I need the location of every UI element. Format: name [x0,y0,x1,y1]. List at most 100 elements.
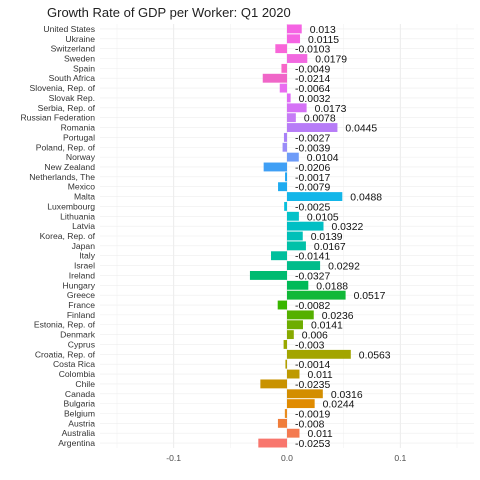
bar-31 [287,330,294,340]
category-label-32: Cyprus [68,339,95,349]
value-label-1: 0.0115 [308,35,339,46]
bar-1 [287,34,301,44]
bar-15 [285,172,287,182]
value-label-15: -0.0017 [295,173,330,184]
value-label-38: 0.0244 [323,400,355,411]
category-label-25: Ireland [69,270,95,280]
bar-42 [258,438,287,448]
value-label-10: 0.0445 [345,124,377,135]
value-label-23: -0.0141 [295,252,330,263]
category-label-15: Netherlands, The [29,172,95,182]
bar-14 [263,162,287,172]
category-label-22: Japan [72,241,96,251]
bar-24 [287,261,321,271]
category-label-3: Sweden [64,54,95,64]
chart-title: Growth Rate of GDP per Worker: Q1 2020 [47,5,291,20]
category-label-17: Malta [74,192,95,202]
category-label-37: Canada [65,389,95,399]
category-label-14: New Zealand [44,162,95,172]
category-label-39: Belgium [64,408,95,418]
category-label-13: Norway [66,152,96,162]
x-tick-labels: -0.1 0.0 0.1 [166,453,406,463]
category-label-36: Chile [75,379,95,389]
value-label-21: 0.0139 [311,232,343,243]
category-label-38: Bulgaria [63,399,95,409]
category-label-5: South Africa [49,73,96,83]
category-label-4: Spain [73,63,95,73]
category-label-12: Poland, Rep. of [36,142,96,152]
value-label-36: -0.0235 [295,380,330,391]
category-label-34: Costa Rica [53,359,95,369]
x-tick-label-2: 0.1 [394,453,406,463]
bar-6 [279,83,287,93]
bar-26 [287,280,309,290]
value-label-5: -0.0214 [295,74,330,85]
bar-40 [277,418,287,428]
value-label-7: 0.0032 [299,94,331,105]
value-label-39: -0.0019 [295,409,330,420]
value-label-14: -0.0206 [295,163,330,174]
value-label-16: -0.0079 [295,183,330,194]
bar-21 [287,231,303,241]
bar-41 [287,428,300,438]
bar-29 [287,310,314,320]
bar-18 [284,201,287,211]
category-label-31: Denmark [60,330,96,340]
category-label-7: Slovak Rep. [49,93,95,103]
x-tick-label-0: -0.1 [166,453,181,463]
category-label-8: Serbia, Rep. of [38,103,96,113]
category-label-28: France [68,300,95,310]
bar-39 [284,409,287,418]
bar-8 [287,103,307,113]
bar-11 [283,132,287,142]
value-label-8: 0.0173 [315,104,347,115]
category-label-26: Hungary [63,280,96,290]
bar-7 [287,93,291,103]
value-label-20: 0.0322 [331,222,363,233]
value-label-35: 0.011 [307,370,332,381]
category-label-23: Italy [79,251,95,261]
bar-28 [277,300,287,310]
value-label-30: 0.0141 [311,321,343,332]
bar-17 [287,192,343,201]
bar-20 [287,221,324,231]
bar-34 [285,359,287,369]
value-label-27: 0.0517 [354,291,386,302]
bar-25 [249,271,287,280]
value-label-11: -0.0027 [295,133,330,144]
category-label-35: Colombia [59,369,96,379]
value-label-29: 0.0236 [322,311,354,322]
bar-36 [260,379,287,389]
bar-3 [287,54,308,63]
bar-38 [287,399,315,409]
bar-22 [287,241,306,251]
value-label-6: -0.0064 [295,84,330,95]
bar-27 [287,290,346,300]
value-label-31: 0.006 [302,331,328,342]
bar-32 [283,340,287,349]
value-label-19: 0.0105 [307,212,339,223]
bar-30 [287,320,303,330]
bar-35 [287,369,300,379]
value-label-0: 0.013 [310,25,336,36]
bar-16 [278,182,287,192]
category-label-11: Portugal [63,132,95,142]
bar-5 [262,73,287,83]
category-label-30: Estonia, Rep. of [34,320,96,330]
bar-12 [282,142,287,152]
value-label-13: 0.0104 [307,153,339,164]
bar-23 [271,251,287,261]
category-label-27: Greece [67,290,95,300]
category-label-41: Australia [62,428,96,438]
category-label-42: Argentina [58,438,95,448]
value-label-33: 0.0563 [359,350,391,361]
value-labels: 0.0130.0115-0.01030.0179-0.0049-0.0214-0… [295,25,391,450]
bar-0 [287,24,302,34]
value-label-26: 0.0188 [316,281,348,292]
value-label-22: 0.0167 [314,242,346,253]
category-label-29: Finland [67,310,95,320]
value-label-34: -0.0014 [295,360,330,371]
category-label-10: Romania [61,123,96,133]
value-label-24: 0.0292 [328,262,360,273]
